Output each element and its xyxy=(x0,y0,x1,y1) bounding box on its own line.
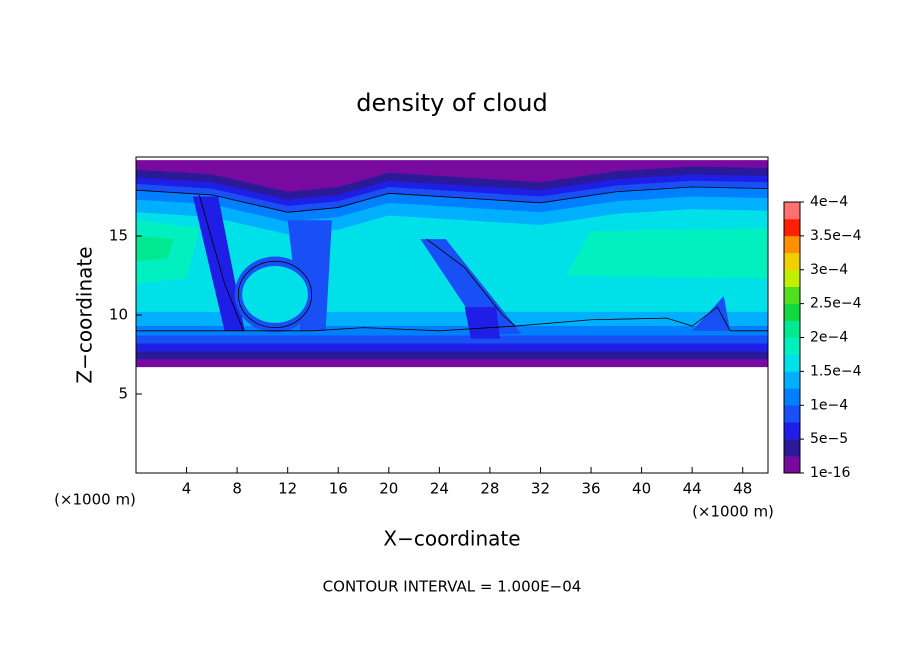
x-tick-label: 36 xyxy=(581,480,600,498)
y-tick-label: 15 xyxy=(109,227,128,245)
contour-fill xyxy=(565,228,768,279)
x-tick-label: 48 xyxy=(733,480,752,498)
y-unit-label: (×1000 m) xyxy=(54,491,136,509)
y-axis-label: Z−coordinate xyxy=(73,246,97,383)
colorbar-band xyxy=(784,371,800,389)
x-tick-label: 8 xyxy=(232,480,242,498)
contour-fill xyxy=(464,307,501,339)
annotation: CONTOUR INTERVAL = 1.000E−04 xyxy=(323,578,582,596)
colorbar-tick-label: 2.5e−4 xyxy=(810,296,862,312)
colorbar-tick-label: 3.5e−4 xyxy=(810,228,862,244)
colorbar-tick-label: 2e−4 xyxy=(810,330,848,346)
colorbar-band xyxy=(784,405,800,423)
contour-line xyxy=(198,194,244,331)
contour-fill xyxy=(692,296,731,331)
y-tick-label: 5 xyxy=(118,385,128,403)
colorbar-band xyxy=(784,456,800,474)
x-tick-label: 44 xyxy=(683,480,702,498)
colorbar-band xyxy=(784,286,800,304)
colorbar-band xyxy=(784,354,800,372)
colorbar-band xyxy=(784,439,800,457)
blank-area xyxy=(136,367,768,473)
contour-line xyxy=(136,186,768,213)
colorbar-band xyxy=(784,218,800,237)
colorbar-band xyxy=(784,337,800,355)
x-tick-label: 20 xyxy=(379,480,398,498)
colorbar-tick-label: 3e−4 xyxy=(810,262,848,278)
plot-area xyxy=(136,160,768,473)
colorbar-tick-label: 5e−5 xyxy=(810,431,848,447)
x-tick-label: 28 xyxy=(480,480,499,498)
contour-line xyxy=(426,238,516,327)
colorbar-band xyxy=(784,252,800,271)
colorbar-tick-label: 1e−4 xyxy=(810,397,848,413)
colorbar-band xyxy=(784,303,800,321)
colorbar-tick-label: 4e−4 xyxy=(810,194,848,210)
contour-fill xyxy=(242,266,308,323)
x-unit-label: (×1000 m) xyxy=(692,503,774,521)
colorbar-band xyxy=(784,422,800,440)
colorbar-band xyxy=(784,202,800,220)
colorbar-tick-label: 1e-16 xyxy=(810,465,850,481)
x-tick-label: 12 xyxy=(278,480,297,498)
colorbar-band xyxy=(784,235,800,254)
contour-fill xyxy=(136,236,174,262)
x-tick-label: 32 xyxy=(531,480,550,498)
colorbar-band xyxy=(784,320,800,338)
y-tick-label: 10 xyxy=(109,306,128,324)
chart-title: density of cloud xyxy=(356,89,547,117)
contour-line xyxy=(237,260,313,329)
x-tick-label: 40 xyxy=(632,480,651,498)
colorbar-tick-label: 1.5e−4 xyxy=(810,363,862,379)
x-tick-label: 4 xyxy=(182,480,192,498)
colorbar-band xyxy=(784,269,800,287)
contour-line xyxy=(136,306,768,332)
colorbar-band xyxy=(784,388,800,406)
x-tick-label: 16 xyxy=(329,480,348,498)
x-tick-label: 24 xyxy=(430,480,449,498)
x-axis-label: X−coordinate xyxy=(383,527,520,551)
